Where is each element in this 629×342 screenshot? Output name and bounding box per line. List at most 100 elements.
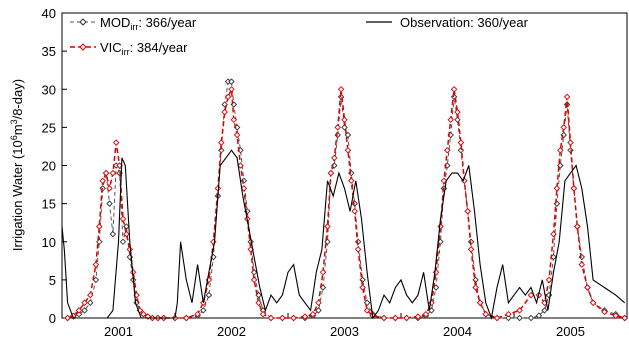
data-point-mod: [341, 124, 348, 131]
data-point-vic: [545, 276, 553, 284]
data-point-vic: [233, 131, 241, 139]
data-point-vic: [557, 147, 564, 154]
data-point-vic: [237, 162, 244, 169]
data-point-mod: [81, 307, 88, 314]
y-tick-label: 5: [49, 273, 56, 288]
data-point-vic: [334, 124, 341, 131]
data-point-mod: [92, 276, 100, 284]
series-layer: [61, 78, 628, 322]
legend: MODirr: 366/year VICirr: 384/year Observ…: [70, 15, 529, 57]
data-point-vic: [75, 307, 83, 314]
data-point-mod: [75, 310, 83, 318]
data-point-mod: [334, 131, 341, 139]
data-point-vic: [140, 310, 147, 318]
data-point-vic: [464, 208, 471, 215]
x-tick-label: 2005: [556, 324, 585, 339]
legend-item-vic: VICirr: 384/year: [70, 40, 188, 57]
data-point-vic: [194, 310, 201, 318]
data-point-vic: [414, 313, 422, 320]
data-point-vic: [64, 314, 71, 322]
data-point-vic: [472, 284, 479, 291]
data-point-mod: [221, 101, 228, 108]
data-point-vic: [106, 185, 113, 192]
data-point-mod: [541, 307, 548, 314]
data-point-mod: [505, 314, 512, 322]
data-point-vic: [380, 314, 388, 322]
data-point-mod: [454, 116, 461, 123]
data-point-vic: [228, 86, 235, 93]
data-point-vic: [589, 299, 597, 307]
data-point-mod: [516, 314, 523, 322]
y-tick-label: 15: [42, 197, 56, 212]
data-point-vic: [309, 310, 317, 318]
data-point-mod: [106, 200, 113, 207]
data-point-vic: [574, 223, 581, 230]
data-point-mod: [119, 238, 127, 245]
data-point-vic: [422, 310, 430, 318]
data-point-vic: [482, 310, 490, 318]
data-point-vic: [102, 169, 110, 177]
data-point-vic: [126, 246, 134, 253]
x-tick-label: 2001: [104, 324, 133, 339]
legend-label-observation: Observation: 360/year: [400, 15, 529, 30]
data-point-vic: [109, 169, 117, 177]
x-tick-label: 2002: [217, 324, 246, 339]
data-point-vic: [359, 284, 366, 291]
data-point-vic: [454, 108, 461, 116]
data-point-vic: [363, 307, 371, 314]
data-point-mod: [218, 147, 225, 154]
data-point-vic: [341, 116, 348, 123]
data-point-mod: [87, 299, 94, 307]
data-point-vic: [290, 314, 297, 322]
data-point-vic: [337, 86, 345, 93]
data-point-vic: [218, 139, 225, 146]
series-line-observation: [61, 149, 626, 321]
data-point-vic: [550, 230, 557, 238]
data-point-mod: [205, 291, 213, 299]
data-point-vic: [315, 299, 322, 307]
data-point-vic: [560, 124, 567, 131]
data-point-mod: [527, 314, 535, 322]
data-point-mod: [324, 238, 331, 245]
data-point-vic: [457, 139, 465, 146]
data-point-vic: [444, 147, 451, 154]
data-point-vic: [112, 139, 120, 146]
data-point-vic: [403, 314, 410, 322]
data-point-vic: [259, 310, 267, 318]
data-point-vic: [527, 291, 535, 299]
y-tick-label: 10: [42, 235, 56, 250]
data-point-mod: [315, 307, 322, 314]
data-point-vic: [612, 312, 619, 319]
data-point-mod: [457, 147, 465, 154]
y-tick-label: 20: [42, 159, 56, 174]
data-point-vic: [447, 116, 454, 123]
data-point-vic: [87, 291, 94, 299]
data-point-vic: [319, 268, 327, 276]
data-point-vic: [348, 177, 355, 184]
data-point-vic: [123, 230, 130, 238]
data-point-mod: [200, 307, 207, 314]
data-point-mod: [535, 312, 543, 319]
plot-frame: [61, 12, 628, 319]
data-point-vic: [92, 261, 100, 268]
data-point-vic: [221, 108, 228, 116]
y-axis-title: Irrigation Water (106m3/8-day): [9, 79, 25, 251]
data-point-vic: [301, 313, 309, 320]
data-point-mod: [109, 230, 117, 238]
data-point-vic: [450, 86, 458, 93]
legend-label-mod: MODirr: 366/year: [100, 15, 197, 32]
data-point-mod: [553, 200, 561, 207]
x-tick-label: 2004: [443, 324, 472, 339]
data-point-mod: [228, 78, 235, 85]
data-point-vic: [324, 223, 331, 230]
data-point-vic: [240, 185, 248, 192]
x-tick-label: 2003: [330, 324, 359, 339]
data-point-mod: [351, 200, 358, 207]
y-tick-label: 40: [42, 6, 56, 21]
data-point-vic: [81, 299, 88, 307]
data-point-vic: [327, 169, 335, 177]
data-point-vic: [224, 93, 232, 101]
data-point-vic: [584, 284, 591, 291]
data-point-vic: [354, 246, 362, 253]
